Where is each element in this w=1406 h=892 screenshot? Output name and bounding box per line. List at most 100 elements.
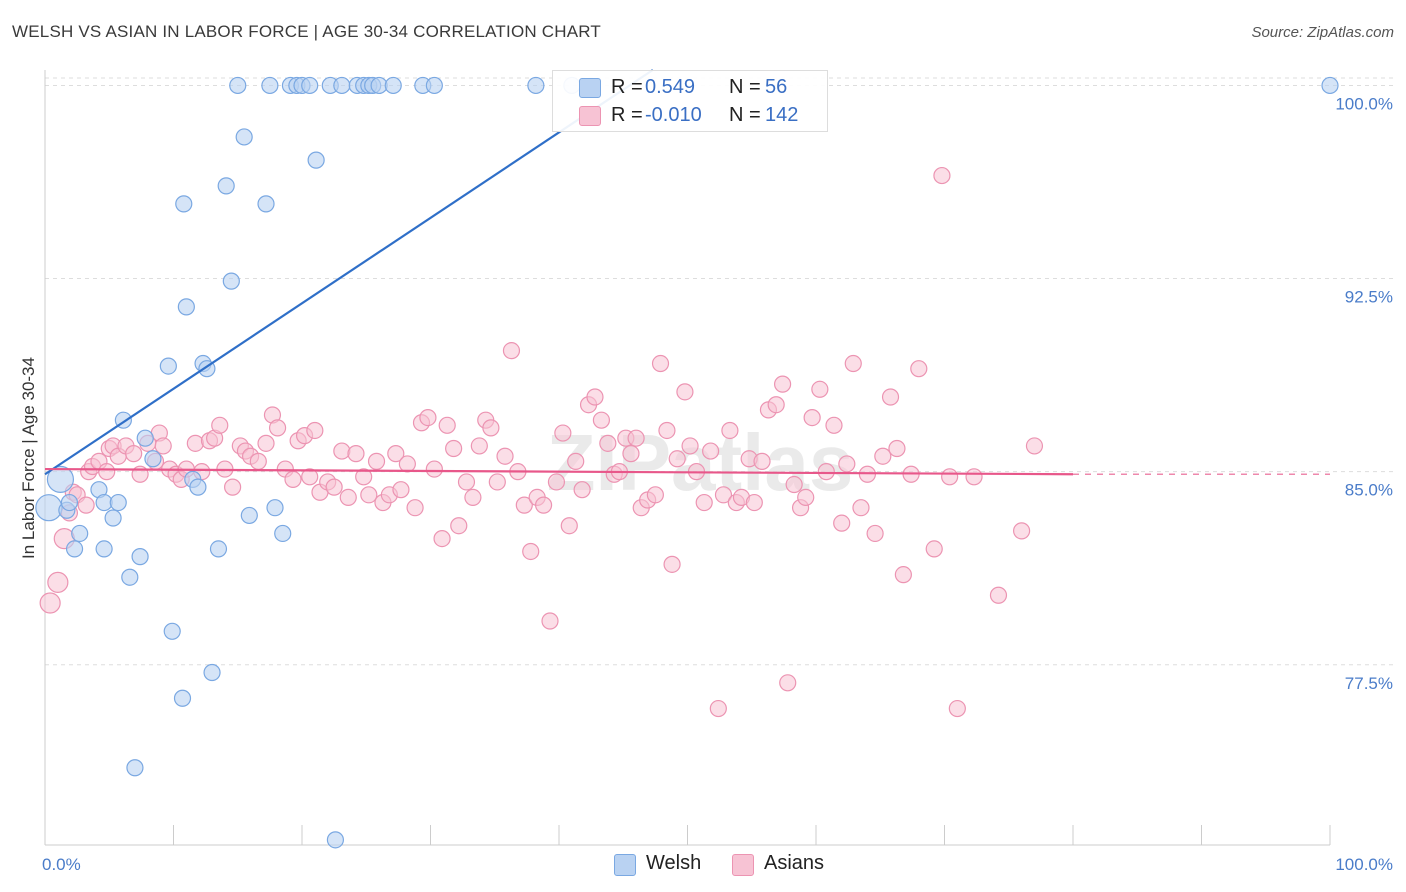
asians-point — [125, 445, 143, 463]
asians-point — [425, 460, 443, 478]
welsh-point — [266, 499, 284, 517]
gridlines — [45, 77, 1395, 666]
welsh-point — [235, 128, 253, 146]
asians-point — [470, 437, 488, 455]
asians-point — [622, 445, 640, 463]
asians-point — [933, 166, 951, 185]
trend-lines — [44, 69, 1330, 476]
asians-point — [502, 342, 521, 360]
welsh-point — [71, 524, 89, 543]
asians-point — [257, 434, 275, 452]
asians-point — [646, 486, 664, 504]
asians-swatch — [579, 106, 601, 126]
asians-point — [392, 481, 410, 499]
asians-point — [339, 488, 357, 507]
welsh-point — [126, 759, 144, 777]
chart-title: WELSH VS ASIAN IN LABOR FORCE | AGE 30-3… — [12, 22, 602, 41]
asians-legend-label: Asians — [764, 852, 825, 874]
asians-point — [154, 437, 172, 455]
welsh-point — [121, 568, 139, 586]
asians-point — [306, 421, 324, 440]
welsh-point — [131, 548, 149, 566]
welsh-point — [229, 76, 247, 95]
welsh-point — [209, 540, 228, 558]
asians-point — [224, 478, 242, 496]
asians-point — [333, 442, 351, 460]
welsh-trend-line — [44, 69, 654, 476]
welsh-point — [217, 177, 235, 195]
asians-point — [681, 437, 699, 455]
asians-point — [721, 421, 739, 440]
asians-point — [803, 408, 821, 427]
asians-point — [627, 429, 645, 447]
asians-point — [496, 447, 514, 465]
welsh-point — [189, 478, 207, 496]
asians-point — [833, 514, 851, 532]
asians-point — [534, 496, 553, 514]
asians-r-label: R = — [611, 104, 643, 126]
asians-point — [663, 555, 681, 573]
asians-series — [39, 166, 1044, 718]
asians-point — [925, 540, 943, 558]
welsh-point — [527, 76, 545, 95]
welsh-point — [274, 524, 292, 543]
welsh-point — [159, 357, 177, 375]
x-tick-label: 100.0% — [1335, 855, 1393, 874]
asians-point — [714, 486, 733, 504]
asians-point — [211, 416, 229, 434]
welsh-point — [333, 76, 351, 95]
asians-point — [881, 388, 900, 406]
welsh-r-value: 0.549 — [645, 76, 696, 98]
axes — [44, 70, 1331, 846]
asians-point — [541, 612, 559, 630]
welsh-point — [326, 831, 345, 849]
welsh-point — [104, 509, 122, 527]
asians-point — [676, 383, 694, 401]
asians-point — [745, 493, 763, 512]
stats-legend: R = 0.549 N = 56 R = -0.010 N = 142 — [552, 70, 828, 132]
asians-point — [668, 450, 686, 468]
asians-point — [779, 674, 797, 692]
asians-point — [522, 542, 540, 561]
asians-point — [554, 424, 572, 442]
y-tick-label: 100.0% — [1335, 94, 1393, 113]
asians-point — [874, 447, 892, 465]
asians-n-label: N = — [729, 104, 761, 126]
welsh-point — [95, 540, 113, 558]
asians-point — [651, 354, 670, 373]
asians-point — [709, 699, 727, 718]
welsh-point — [163, 622, 181, 640]
asians-point — [433, 530, 451, 548]
asians-point — [284, 470, 302, 488]
asians-point — [817, 463, 835, 481]
asians-point — [547, 473, 566, 491]
welsh-swatch — [579, 78, 601, 98]
asians-point — [785, 475, 803, 494]
welsh-legend-label: Welsh — [646, 852, 702, 874]
asians-point — [515, 496, 533, 514]
asians-point — [767, 396, 785, 414]
asians-point — [567, 452, 585, 470]
tick-labels: 77.5% 85.0% 92.5% 100.0% 0.0% 100.0% — [42, 94, 1393, 874]
asians-point — [838, 455, 856, 473]
welsh-point — [1321, 76, 1339, 95]
asians-point — [301, 468, 319, 486]
asians-point — [658, 421, 676, 440]
welsh-point — [222, 272, 240, 290]
welsh-point — [175, 195, 193, 213]
asians-point — [367, 452, 386, 470]
asians-point — [347, 445, 365, 463]
source-credit: Source: ZipAtlas.com — [1251, 24, 1394, 41]
asians-point — [482, 419, 500, 437]
welsh-point — [261, 76, 279, 95]
asians-point — [398, 455, 416, 473]
asians-point — [948, 699, 966, 718]
asians-point — [325, 478, 343, 496]
asians-point — [573, 481, 591, 499]
welsh-point — [177, 298, 195, 316]
y-tick-label: 77.5% — [1345, 674, 1393, 693]
asians-point — [852, 499, 870, 517]
welsh-point — [60, 493, 79, 512]
asians-point — [866, 524, 884, 543]
asians-point — [599, 434, 617, 452]
